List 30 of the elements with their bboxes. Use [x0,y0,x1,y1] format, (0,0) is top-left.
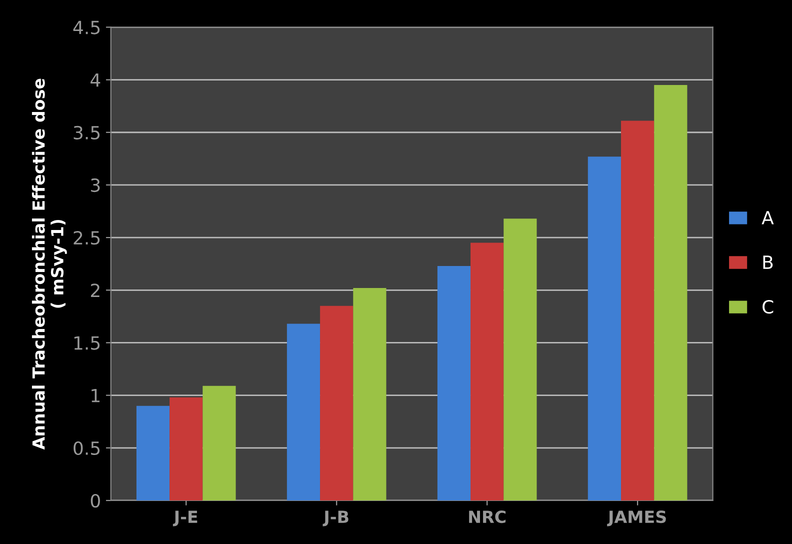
y-tick-label: 2.5 [74,231,100,245]
bar [588,156,622,500]
bar [654,85,688,500]
bar [170,397,203,500]
bar [136,406,170,500]
y-tick-label: 1 [92,389,100,402]
bar [286,324,320,500]
bar [437,266,471,500]
y-tick-label: 2 [90,284,100,297]
x-tick-label: J-E [172,510,198,526]
y-tick-label: 0.5 [74,441,100,456]
y-tick-label: 3 [91,178,100,192]
y-axis-title: Annual Tracheobronchial Effective dose ( mSvy-1) [32,78,67,450]
x-tick-label: NRC [469,510,506,524]
y-tick-label: 3.5 [74,126,100,140]
bar [504,218,537,500]
y-tick-label: 4.5 [73,20,100,34]
legend-label: C [762,300,774,314]
y-tick-label: 4 [90,73,100,87]
bar [202,386,236,500]
bar [353,288,386,500]
bar [621,120,654,500]
y-tick-label: 0 [90,494,100,508]
legend-label: A [762,211,774,224]
bar [470,242,504,500]
x-tick-label: JAMES [607,510,666,526]
y-tick-label: 1.5 [74,336,100,350]
x-tick-label: J-B [322,510,348,526]
legend-label: B [763,256,773,269]
bar [320,306,354,500]
